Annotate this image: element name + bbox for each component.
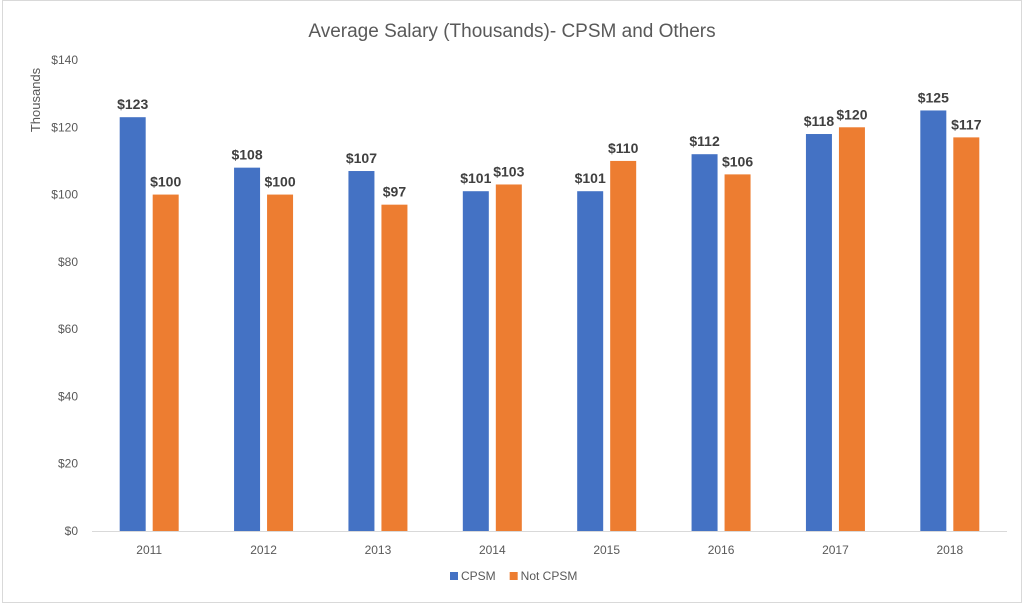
legend-swatch-cpsm (450, 572, 458, 580)
data-labels-group: $123$100$108$100$107$97$101 $103 $101$110 $… (117, 89, 982, 199)
data-label: $112 (689, 133, 720, 149)
data-label: $123 (117, 96, 148, 112)
legend-label: Not CPSM (521, 569, 578, 583)
data-label: $125 (918, 89, 949, 105)
x-tick-label: 2017 (822, 543, 849, 557)
y-tick-label: $80 (58, 255, 78, 269)
y-tick-label: $40 (58, 389, 78, 403)
bar-cpsm-2013 (348, 171, 375, 531)
data-label: $100 (264, 174, 295, 190)
data-label: $110 (608, 140, 639, 156)
y-axis-ticks: $0 $20 $40 $60 $80 $100 $120 $140 (51, 53, 78, 538)
chart-title: Average Salary (Thousands)- CPSM and Oth… (308, 21, 715, 42)
data-label: $103 (493, 163, 524, 179)
x-tick-label: 2011 (136, 543, 162, 557)
bar-cpsm-2016 (691, 154, 718, 531)
bar-cpsm-2012 (234, 167, 261, 531)
x-tick-label: 2012 (250, 543, 277, 557)
y-tick-label: $120 (51, 120, 78, 134)
y-tick-label: $140 (51, 53, 78, 67)
data-label: $118 (804, 113, 835, 129)
bar-cpsm-2014 (462, 191, 489, 531)
bar-not-cpsm-2017 (838, 127, 865, 532)
bar-cpsm-2018 (920, 110, 947, 531)
data-label: $101 (575, 170, 606, 186)
x-tick-label: 2016 (708, 543, 735, 557)
data-label: $120 (836, 106, 867, 122)
data-label: $107 (346, 150, 377, 166)
data-label: $101 (460, 170, 491, 186)
bar-not-cpsm-2018 (953, 137, 980, 531)
data-label: $100 (150, 174, 181, 190)
x-tick-label: 2018 (936, 543, 963, 557)
y-tick-label: $20 (58, 457, 78, 471)
bar-cpsm-2017 (805, 134, 832, 531)
bar-not-cpsm-2013 (381, 204, 408, 531)
y-tick-label: $0 (65, 524, 79, 538)
x-tick-label: 2015 (593, 543, 620, 557)
data-label: $106 (722, 153, 753, 169)
legend-label: CPSM (461, 569, 496, 583)
bar-cpsm-2015 (577, 191, 604, 531)
x-axis-ticks: 2011 2012 2013 2014 2015 2016 2017 2018 (136, 543, 963, 557)
legend: CPSM Not CPSM (450, 569, 577, 583)
y-tick-label: $100 (51, 188, 78, 202)
bar-cpsm-2011 (119, 117, 146, 531)
x-tick-label: 2014 (479, 543, 506, 557)
bars-group (119, 110, 980, 532)
legend-swatch-not-cpsm (509, 572, 518, 580)
bar-not-cpsm-2016 (724, 174, 751, 531)
data-label: $117 (951, 116, 982, 132)
x-tick-label: 2013 (365, 543, 392, 557)
bar-not-cpsm-2012 (267, 194, 294, 532)
bar-not-cpsm-2015 (610, 160, 637, 531)
data-label: $97 (383, 184, 407, 200)
data-label: $108 (231, 147, 262, 163)
bar-not-cpsm-2014 (495, 184, 522, 531)
bar-not-cpsm-2011 (152, 194, 179, 532)
y-tick-label: $60 (58, 322, 78, 336)
y-axis-label: Thousands (28, 67, 43, 132)
